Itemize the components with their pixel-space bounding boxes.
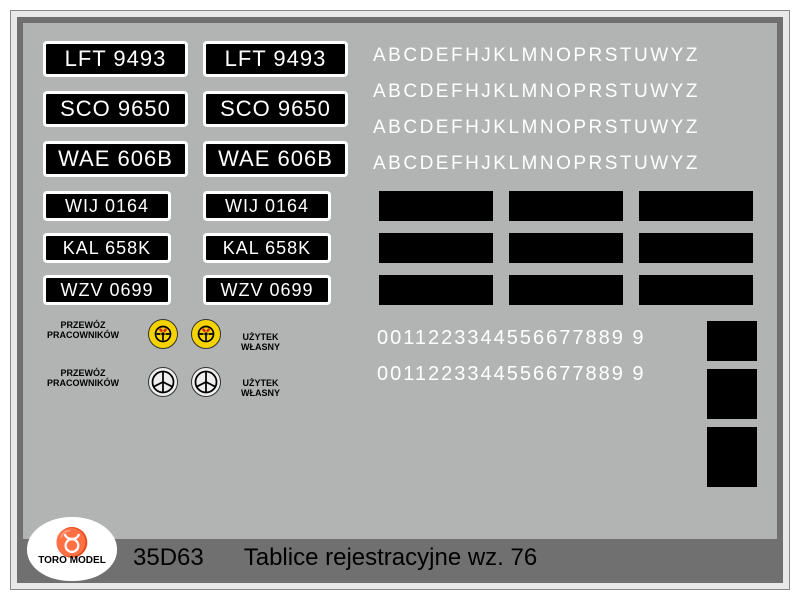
blank-plate [639,191,753,221]
inner-mat: LFT 9493 LFT 9493 SCO 9650 SCO 9650 WAE 606B… [17,17,783,583]
outer-frame: LFT 9493 LFT 9493 SCO 9650 SCO 9650 WAE 606B… [10,10,790,590]
blank-plate [379,233,493,263]
license-plate: WIJ 0164 [43,191,171,221]
license-plate: WIJ 0164 [203,191,331,221]
alphabet-row: ABCDEFHJKLMNOPRSTUWYZ [373,153,700,175]
number-row: 0011223344556677889 9 [377,363,646,386]
text-label: UŻYTEK WŁASNY [241,333,280,353]
text-label: UŻYTEK WŁASNY [241,379,280,399]
emblem-badge [191,367,221,397]
blank-square-plate [707,369,757,419]
license-plate: SCO 9650 [203,91,348,127]
blank-plate [379,191,493,221]
blank-square-plate [707,427,757,487]
footer: 35D63 Tablice rejestracyjne wz. 76 [23,539,777,577]
steering-wheel-badge [191,319,221,349]
emblem-badge [148,367,178,397]
license-plate: SCO 9650 [43,91,188,127]
license-plate: LFT 9493 [43,41,188,77]
product-title: Tablice rejestracyjne wz. 76 [244,544,537,572]
license-plate: WZV 0699 [43,275,171,305]
blank-plate [379,275,493,305]
license-plate: WZV 0699 [203,275,331,305]
license-plate: WAE 606B [43,141,188,177]
blank-plate [509,191,623,221]
product-code: 35D63 [133,544,204,572]
decal-sheet: LFT 9493 LFT 9493 SCO 9650 SCO 9650 WAE 606B… [23,23,777,539]
license-plate: WAE 606B [203,141,348,177]
blank-plate [639,275,753,305]
text-label: PRZEWÓZ PRACOWNIKÓW [47,369,119,389]
license-plate: LFT 9493 [203,41,348,77]
license-plate: KAL 658K [43,233,171,263]
alphabet-row: ABCDEFHJKLMNOPRSTUWYZ [373,81,700,103]
license-plate: KAL 658K [203,233,331,263]
alphabet-row: ABCDEFHJKLMNOPRSTUWYZ [373,45,700,67]
steering-wheel-badge [148,319,178,349]
text-label: PRZEWÓZ PRACOWNIKÓW [47,321,119,341]
blank-square-plate [707,321,757,361]
alphabet-row: ABCDEFHJKLMNOPRSTUWYZ [373,117,700,139]
blank-plate [509,275,623,305]
number-row: 0011223344556677889 9 [377,327,646,350]
blank-plate [639,233,753,263]
blank-plate [509,233,623,263]
